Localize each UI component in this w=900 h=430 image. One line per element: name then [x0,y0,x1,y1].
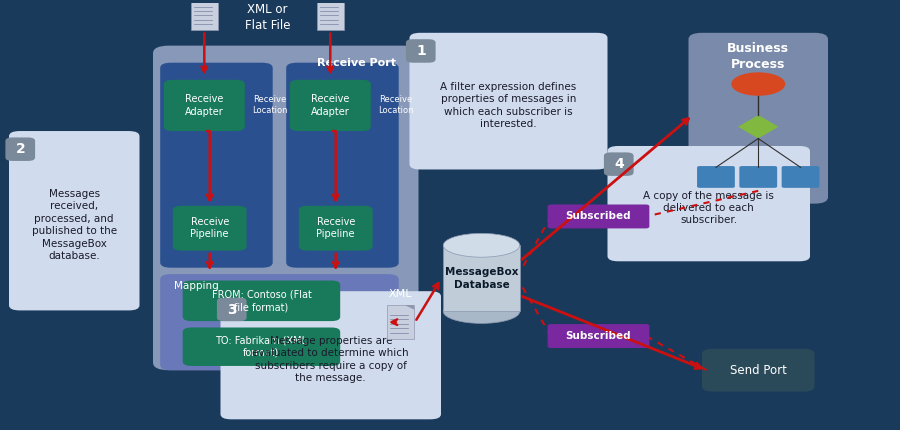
FancyBboxPatch shape [299,206,373,251]
FancyBboxPatch shape [160,274,399,370]
Text: Receive
Pipeline: Receive Pipeline [317,217,355,240]
Text: 1: 1 [417,44,426,58]
FancyBboxPatch shape [410,33,608,169]
FancyBboxPatch shape [160,63,273,268]
Text: Receive
Adapter: Receive Adapter [184,94,224,117]
Text: Receive
Location: Receive Location [378,95,414,116]
Text: Receive
Pipeline: Receive Pipeline [191,217,229,240]
Text: 2: 2 [16,142,25,157]
Text: Subscribed: Subscribed [566,212,631,221]
FancyBboxPatch shape [781,166,820,188]
Text: XML: XML [389,289,412,299]
FancyBboxPatch shape [217,298,247,321]
Text: Messages
received,
processed, and
published to the
MessageBox
database.: Messages received, processed, and publis… [32,189,117,261]
FancyBboxPatch shape [183,280,340,321]
Text: 4: 4 [615,157,624,171]
FancyBboxPatch shape [387,305,414,339]
FancyBboxPatch shape [220,291,441,419]
FancyBboxPatch shape [604,152,634,176]
Text: Receive
Location: Receive Location [252,95,288,116]
FancyBboxPatch shape [286,63,399,268]
Ellipse shape [443,233,520,257]
Text: Receive
Adapter: Receive Adapter [310,94,350,117]
FancyBboxPatch shape [317,0,344,30]
Text: Message properties are
evaluated to determine which
subscribers require a copy o: Message properties are evaluated to dete… [252,336,410,383]
Text: A copy of the message is
delivered to each
subscriber.: A copy of the message is delivered to ea… [644,190,774,225]
Text: Receive Port: Receive Port [317,58,396,68]
FancyBboxPatch shape [548,205,650,228]
FancyBboxPatch shape [153,46,419,370]
Ellipse shape [731,72,785,96]
Text: TO: Fabrikam (XML
format): TO: Fabrikam (XML format) [215,335,308,358]
FancyBboxPatch shape [164,80,245,131]
FancyBboxPatch shape [183,328,340,366]
FancyBboxPatch shape [191,0,218,30]
FancyBboxPatch shape [702,349,814,392]
Text: XML or
Flat File: XML or Flat File [245,3,290,32]
Polygon shape [738,115,778,138]
Text: MessageBox
Database: MessageBox Database [445,267,518,289]
FancyBboxPatch shape [5,138,35,161]
FancyBboxPatch shape [608,146,810,261]
Text: Subscribed: Subscribed [566,331,631,341]
FancyBboxPatch shape [688,33,828,204]
Text: FROM: Contoso (Flat
file format): FROM: Contoso (Flat file format) [212,290,311,312]
FancyBboxPatch shape [406,39,436,63]
Text: Business
Process: Business Process [727,42,789,71]
Polygon shape [208,0,218,2]
Text: A filter expression defines
properties of messages in
which each subscriber is
i: A filter expression defines properties o… [440,82,577,129]
FancyBboxPatch shape [173,206,247,251]
FancyBboxPatch shape [548,324,650,348]
FancyBboxPatch shape [740,166,778,188]
Text: Send Port: Send Port [730,364,787,377]
Polygon shape [404,305,414,310]
Text: 3: 3 [228,303,237,316]
Polygon shape [335,0,344,2]
FancyBboxPatch shape [697,166,734,188]
FancyBboxPatch shape [290,80,371,131]
Ellipse shape [443,300,520,323]
FancyBboxPatch shape [9,131,140,310]
Text: Mapping: Mapping [174,281,219,291]
FancyBboxPatch shape [444,245,520,311]
